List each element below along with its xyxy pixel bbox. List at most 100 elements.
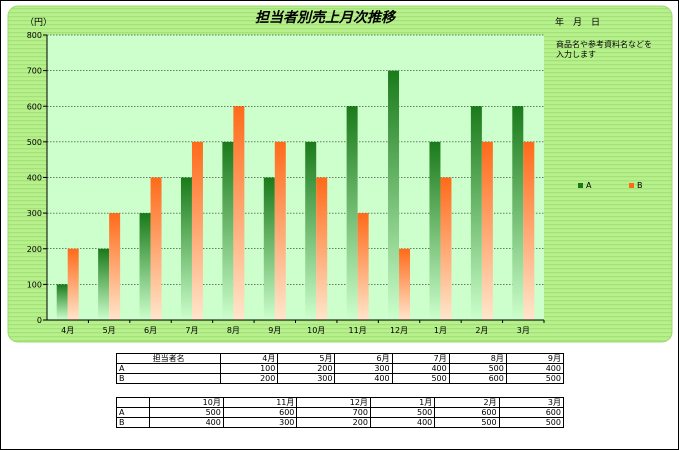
x-tick-label: 12月 — [390, 326, 408, 335]
table-cell: 500 — [149, 407, 224, 418]
y-tick-label: 700 — [27, 67, 42, 76]
bar-A-1月 — [429, 141, 441, 320]
y-tick-label: 800 — [27, 31, 42, 40]
legend-label: B — [637, 181, 643, 190]
bar-B-10月 — [316, 177, 328, 320]
bar-B-12月 — [399, 248, 411, 320]
table-row: A 500 600 700 500 600 600 — [115, 407, 565, 418]
y-tick-label: 400 — [27, 174, 42, 183]
table-cell: 600 — [434, 407, 500, 418]
table-cell: 700 — [296, 407, 371, 418]
y-tick-label: 0 — [37, 316, 42, 325]
table-header-cell: 7月 — [391, 353, 450, 364]
table-cell: 500 — [434, 417, 500, 428]
table-cell: 200 — [220, 373, 279, 384]
bar-B-5月 — [109, 213, 121, 320]
bar-A-11月 — [346, 106, 358, 320]
table-cell: 500 — [448, 363, 507, 374]
table-cell: 500 — [498, 417, 565, 428]
y-tick-label: 200 — [27, 245, 42, 254]
table-cell: B — [115, 417, 151, 428]
bar-B-7月 — [191, 141, 203, 320]
table-row: B 400 300 200 400 500 500 — [115, 417, 565, 428]
bar-B-1月 — [440, 177, 452, 320]
table-header-cell: 12月 — [296, 397, 371, 408]
table-header-cell — [115, 397, 151, 408]
x-tick-label: 5月 — [103, 326, 116, 335]
x-tick-label: 2月 — [475, 326, 488, 335]
legend-label: A — [586, 181, 592, 190]
bar-A-3月 — [512, 106, 524, 320]
table-cell: A — [115, 407, 151, 418]
plot-area — [47, 35, 544, 320]
table-header-row: 10月 11月 12月 1月 2月 3月 — [115, 397, 565, 408]
data-table-2: 10月 11月 12月 1月 2月 3月 A 500 600 700 500 6… — [115, 397, 565, 428]
bar-B-4月 — [67, 248, 79, 320]
table-header-cell: 5月 — [277, 353, 336, 364]
table-header-cell: 8月 — [448, 353, 507, 364]
table-cell: 500 — [391, 373, 450, 384]
table-header-cell: 担当者名 — [115, 353, 222, 364]
table-cell: A — [115, 363, 222, 374]
table-cell: 500 — [505, 373, 565, 384]
table-row: A 100 200 300 400 500 400 — [115, 363, 565, 374]
note-text: 商品名や参考資料名などを入力します — [556, 39, 652, 59]
table-cell: 400 — [334, 373, 393, 384]
table-cell: 500 — [369, 407, 436, 418]
x-tick-label: 4月 — [61, 326, 74, 335]
table-cell: 600 — [448, 373, 507, 384]
bar-B-11月 — [357, 213, 369, 320]
table-header-cell: 3月 — [498, 397, 565, 408]
date-label: 年 月 日 — [555, 16, 600, 28]
table-cell: 400 — [369, 417, 436, 428]
table-cell: 400 — [391, 363, 450, 374]
table-cell: 300 — [277, 373, 336, 384]
y-tick-label: 100 — [27, 280, 42, 289]
legend-swatch — [629, 183, 634, 188]
bar-A-12月 — [388, 70, 400, 320]
y-tick-label: 300 — [27, 209, 42, 218]
chart-title: 担当者別売上月次推移 — [255, 9, 397, 26]
table-header-cell: 10月 — [149, 397, 224, 408]
bar-A-9月 — [263, 177, 275, 320]
x-tick-label: 10月 — [307, 326, 325, 335]
bars — [56, 70, 535, 320]
table-header-cell: 9月 — [505, 353, 565, 364]
bar-B-3月 — [523, 141, 535, 320]
bar-A-6月 — [139, 213, 151, 320]
x-tick-label: 3月 — [517, 326, 530, 335]
bar-A-7月 — [180, 177, 192, 320]
bar-A-8月 — [222, 141, 234, 320]
bar-chart: 0 100 200 300 400 500 600 700 800 4月 5月 6月 7月 8月 9月 10月… — [7, 5, 673, 343]
data-table-1: 担当者名 4月 5月 6月 7月 8月 9月 A 100 200 300 400… — [115, 353, 565, 384]
table-row: B 200 300 400 500 600 500 — [115, 373, 565, 384]
legend-swatch — [578, 183, 583, 188]
table-cell: B — [115, 373, 222, 384]
table-cell: 200 — [296, 417, 371, 428]
bar-A-2月 — [470, 106, 482, 320]
x-tick-label: 9月 — [268, 326, 281, 335]
grid-lines — [47, 34, 544, 285]
x-tick-label: 11月 — [349, 326, 367, 335]
bar-A-10月 — [305, 141, 317, 320]
table-header-cell: 2月 — [434, 397, 500, 408]
bar-B-2月 — [481, 141, 493, 320]
table-header-cell: 1月 — [369, 397, 436, 408]
unit-label: （円） — [25, 17, 52, 28]
y-tick-label: 500 — [27, 138, 42, 147]
axes: 0 100 200 300 400 500 600 700 800 4月 5月 6月 7月 8月 9月 10月… — [27, 31, 545, 335]
x-tick-label: 1月 — [434, 326, 447, 335]
bar-B-9月 — [274, 141, 286, 320]
table-cell: 600 — [498, 407, 565, 418]
table-cell: 300 — [222, 417, 298, 428]
table-header-cell: 11月 — [222, 397, 298, 408]
x-tick-label: 6月 — [144, 326, 157, 335]
table-cell: 200 — [277, 363, 336, 374]
table-header-row: 担当者名 4月 5月 6月 7月 8月 9月 — [115, 353, 565, 364]
table-header-cell: 6月 — [334, 353, 393, 364]
table-cell: 300 — [334, 363, 393, 374]
x-tick-label: 7月 — [185, 326, 198, 335]
bar-A-4月 — [56, 284, 68, 320]
table-cell: 600 — [222, 407, 298, 418]
